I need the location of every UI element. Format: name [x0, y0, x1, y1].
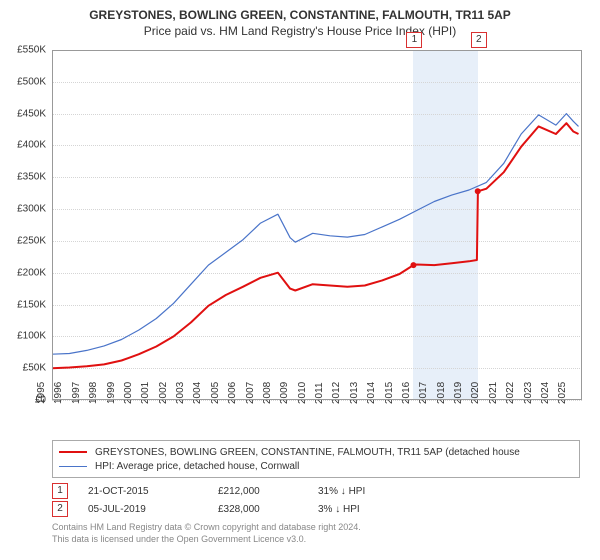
chart-subtitle: Price paid vs. HM Land Registry's House … — [0, 22, 600, 38]
license-line: Contains HM Land Registry data © Crown c… — [52, 522, 361, 534]
event-delta: 3% ↓ HPI — [318, 504, 360, 515]
chart-title: GREYSTONES, BOWLING GREEN, CONSTANTINE, … — [0, 0, 600, 22]
legend-item: GREYSTONES, BOWLING GREEN, CONSTANTINE, … — [59, 445, 573, 459]
event-price: £328,000 — [218, 504, 318, 515]
event-price: £212,000 — [218, 486, 318, 497]
legend-label: HPI: Average price, detached house, Corn… — [95, 461, 299, 472]
legend-label: GREYSTONES, BOWLING GREEN, CONSTANTINE, … — [95, 447, 520, 458]
event-delta: 31% ↓ HPI — [318, 486, 365, 497]
legend-item: HPI: Average price, detached house, Corn… — [59, 459, 573, 473]
chart-lines — [52, 50, 582, 400]
legend-swatch — [59, 466, 87, 467]
event-row: 2 05-JUL-2019 £328,000 3% ↓ HPI — [52, 500, 580, 518]
license-text: Contains HM Land Registry data © Crown c… — [52, 522, 361, 545]
event-marker-box: 1 — [52, 483, 68, 499]
event-marker-box: 2 — [52, 501, 68, 517]
event-row: 1 21-OCT-2015 £212,000 31% ↓ HPI — [52, 482, 580, 500]
legend-swatch — [59, 451, 87, 453]
chart-container: GREYSTONES, BOWLING GREEN, CONSTANTINE, … — [0, 0, 600, 560]
legend: GREYSTONES, BOWLING GREEN, CONSTANTINE, … — [52, 440, 580, 478]
plot-area: £0£50K£100K£150K£200K£250K£300K£350K£400… — [52, 50, 582, 400]
event-date: 05-JUL-2019 — [88, 504, 218, 515]
events-table: 1 21-OCT-2015 £212,000 31% ↓ HPI 2 05-JU… — [52, 482, 580, 518]
license-line: This data is licensed under the Open Gov… — [52, 534, 361, 546]
event-date: 21-OCT-2015 — [88, 486, 218, 497]
